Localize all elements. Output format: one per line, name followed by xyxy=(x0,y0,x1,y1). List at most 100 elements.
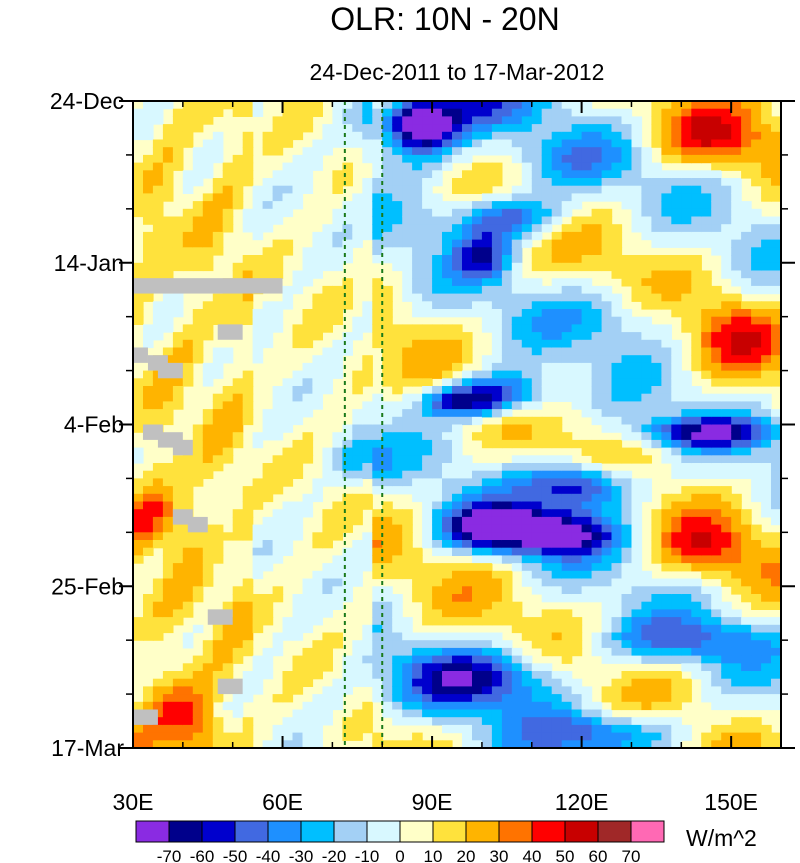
heatmap-cell xyxy=(342,516,353,526)
heatmap-cell xyxy=(452,247,463,256)
colorbar-swatch xyxy=(564,820,599,843)
heatmap-cell xyxy=(701,424,712,433)
heatmap-cell xyxy=(491,370,503,379)
heatmap-cell xyxy=(232,601,244,610)
heatmap-cell xyxy=(511,139,523,148)
heatmap-cell xyxy=(651,516,662,526)
heatmap-cell xyxy=(671,108,682,117)
heatmap-cell xyxy=(362,655,373,664)
heatmap-cell xyxy=(262,270,274,279)
heatmap-cell xyxy=(182,478,194,487)
heatmap-cell xyxy=(282,170,294,179)
heatmap-cell xyxy=(711,439,722,449)
heatmap-cell xyxy=(382,570,393,580)
heatmap-cell xyxy=(162,586,174,595)
heatmap-cell xyxy=(262,486,274,495)
heatmap-cell xyxy=(521,478,533,487)
heatmap-cell xyxy=(302,185,314,194)
heatmap-cell xyxy=(571,386,583,395)
heatmap-cell xyxy=(721,555,732,564)
heatmap-cell xyxy=(771,478,781,487)
heatmap-cell xyxy=(551,524,563,533)
heatmap-cell xyxy=(402,370,413,379)
heatmap-cell xyxy=(641,301,652,310)
heatmap-cell xyxy=(152,740,164,748)
heatmap-cell xyxy=(362,671,373,680)
heatmap-cell xyxy=(721,493,732,503)
heatmap-cell xyxy=(631,193,643,202)
heatmap-cell xyxy=(372,324,383,333)
heatmap-cell xyxy=(392,162,403,171)
heatmap-cell xyxy=(352,439,363,449)
heatmap-cell xyxy=(651,185,662,194)
heatmap-cell xyxy=(501,108,513,117)
heatmap-cell xyxy=(611,224,623,233)
heatmap-cell xyxy=(432,201,443,210)
heatmap-cell xyxy=(342,339,353,349)
heatmap-cell xyxy=(402,231,413,241)
heatmap-cell xyxy=(452,671,463,680)
heatmap-cell xyxy=(382,378,393,387)
heatmap-cell xyxy=(143,686,154,695)
heatmap-cell xyxy=(731,455,742,464)
heatmap-cell xyxy=(531,247,543,256)
heatmap-cell xyxy=(352,193,363,202)
heatmap-cell xyxy=(202,301,214,310)
heatmap-cell xyxy=(442,647,453,657)
heatmap-cell xyxy=(661,455,672,464)
heatmap-cell xyxy=(452,540,463,549)
heatmap-cell xyxy=(442,632,453,641)
heatmap-cell xyxy=(721,324,732,333)
heatmap-cell xyxy=(571,293,583,302)
heatmap-cell xyxy=(232,532,244,541)
heatmap-cell xyxy=(192,170,204,179)
heatmap-cell xyxy=(701,463,712,472)
heatmap-cell xyxy=(282,717,294,726)
heatmap-cell xyxy=(631,724,643,734)
heatmap-cell xyxy=(392,486,403,495)
heatmap-cell xyxy=(143,493,154,503)
heatmap-cell xyxy=(202,309,214,318)
heatmap-cell xyxy=(412,424,423,433)
missing-data-marker xyxy=(187,516,208,533)
heatmap-cell xyxy=(591,524,603,533)
heatmap-cell xyxy=(551,547,563,556)
heatmap-cell xyxy=(162,532,174,541)
heatmap-cell xyxy=(432,671,443,680)
heatmap-cell xyxy=(501,285,513,295)
heatmap-cell xyxy=(372,193,383,202)
heatmap-cell xyxy=(452,285,463,295)
heatmap-cell xyxy=(392,347,403,356)
heatmap-cell xyxy=(422,439,433,449)
heatmap-cell xyxy=(701,239,712,248)
missing-data-marker xyxy=(207,609,233,625)
heatmap-cell xyxy=(641,316,652,325)
colorbar-swatch xyxy=(135,820,170,843)
heatmap-cell xyxy=(412,686,423,695)
heatmap-cell xyxy=(651,170,662,179)
heatmap-cell xyxy=(422,609,433,618)
heatmap-cell xyxy=(771,270,781,279)
heatmap-cell xyxy=(382,332,393,341)
heatmap-cell xyxy=(501,247,513,256)
heatmap-cell xyxy=(771,193,781,202)
heatmap-cell xyxy=(232,594,244,603)
heatmap-cell xyxy=(252,224,264,233)
heatmap-cell xyxy=(382,740,393,748)
heatmap-cell xyxy=(591,647,603,657)
heatmap-cell xyxy=(521,116,533,125)
heatmap-cell xyxy=(472,547,483,556)
heatmap-cell xyxy=(382,193,393,202)
heatmap-cell xyxy=(481,378,493,387)
heatmap-cell xyxy=(651,339,662,349)
heatmap-cell xyxy=(521,578,533,587)
heatmap-cell xyxy=(202,547,214,556)
heatmap-cell xyxy=(143,386,154,395)
missing-data-marker xyxy=(172,439,193,456)
heatmap-cell xyxy=(611,601,623,610)
heatmap-cell xyxy=(511,617,523,626)
heatmap-cell xyxy=(711,663,722,672)
heatmap-cell xyxy=(252,355,264,364)
heatmap-cell xyxy=(462,709,473,718)
heatmap-cell xyxy=(641,324,652,333)
